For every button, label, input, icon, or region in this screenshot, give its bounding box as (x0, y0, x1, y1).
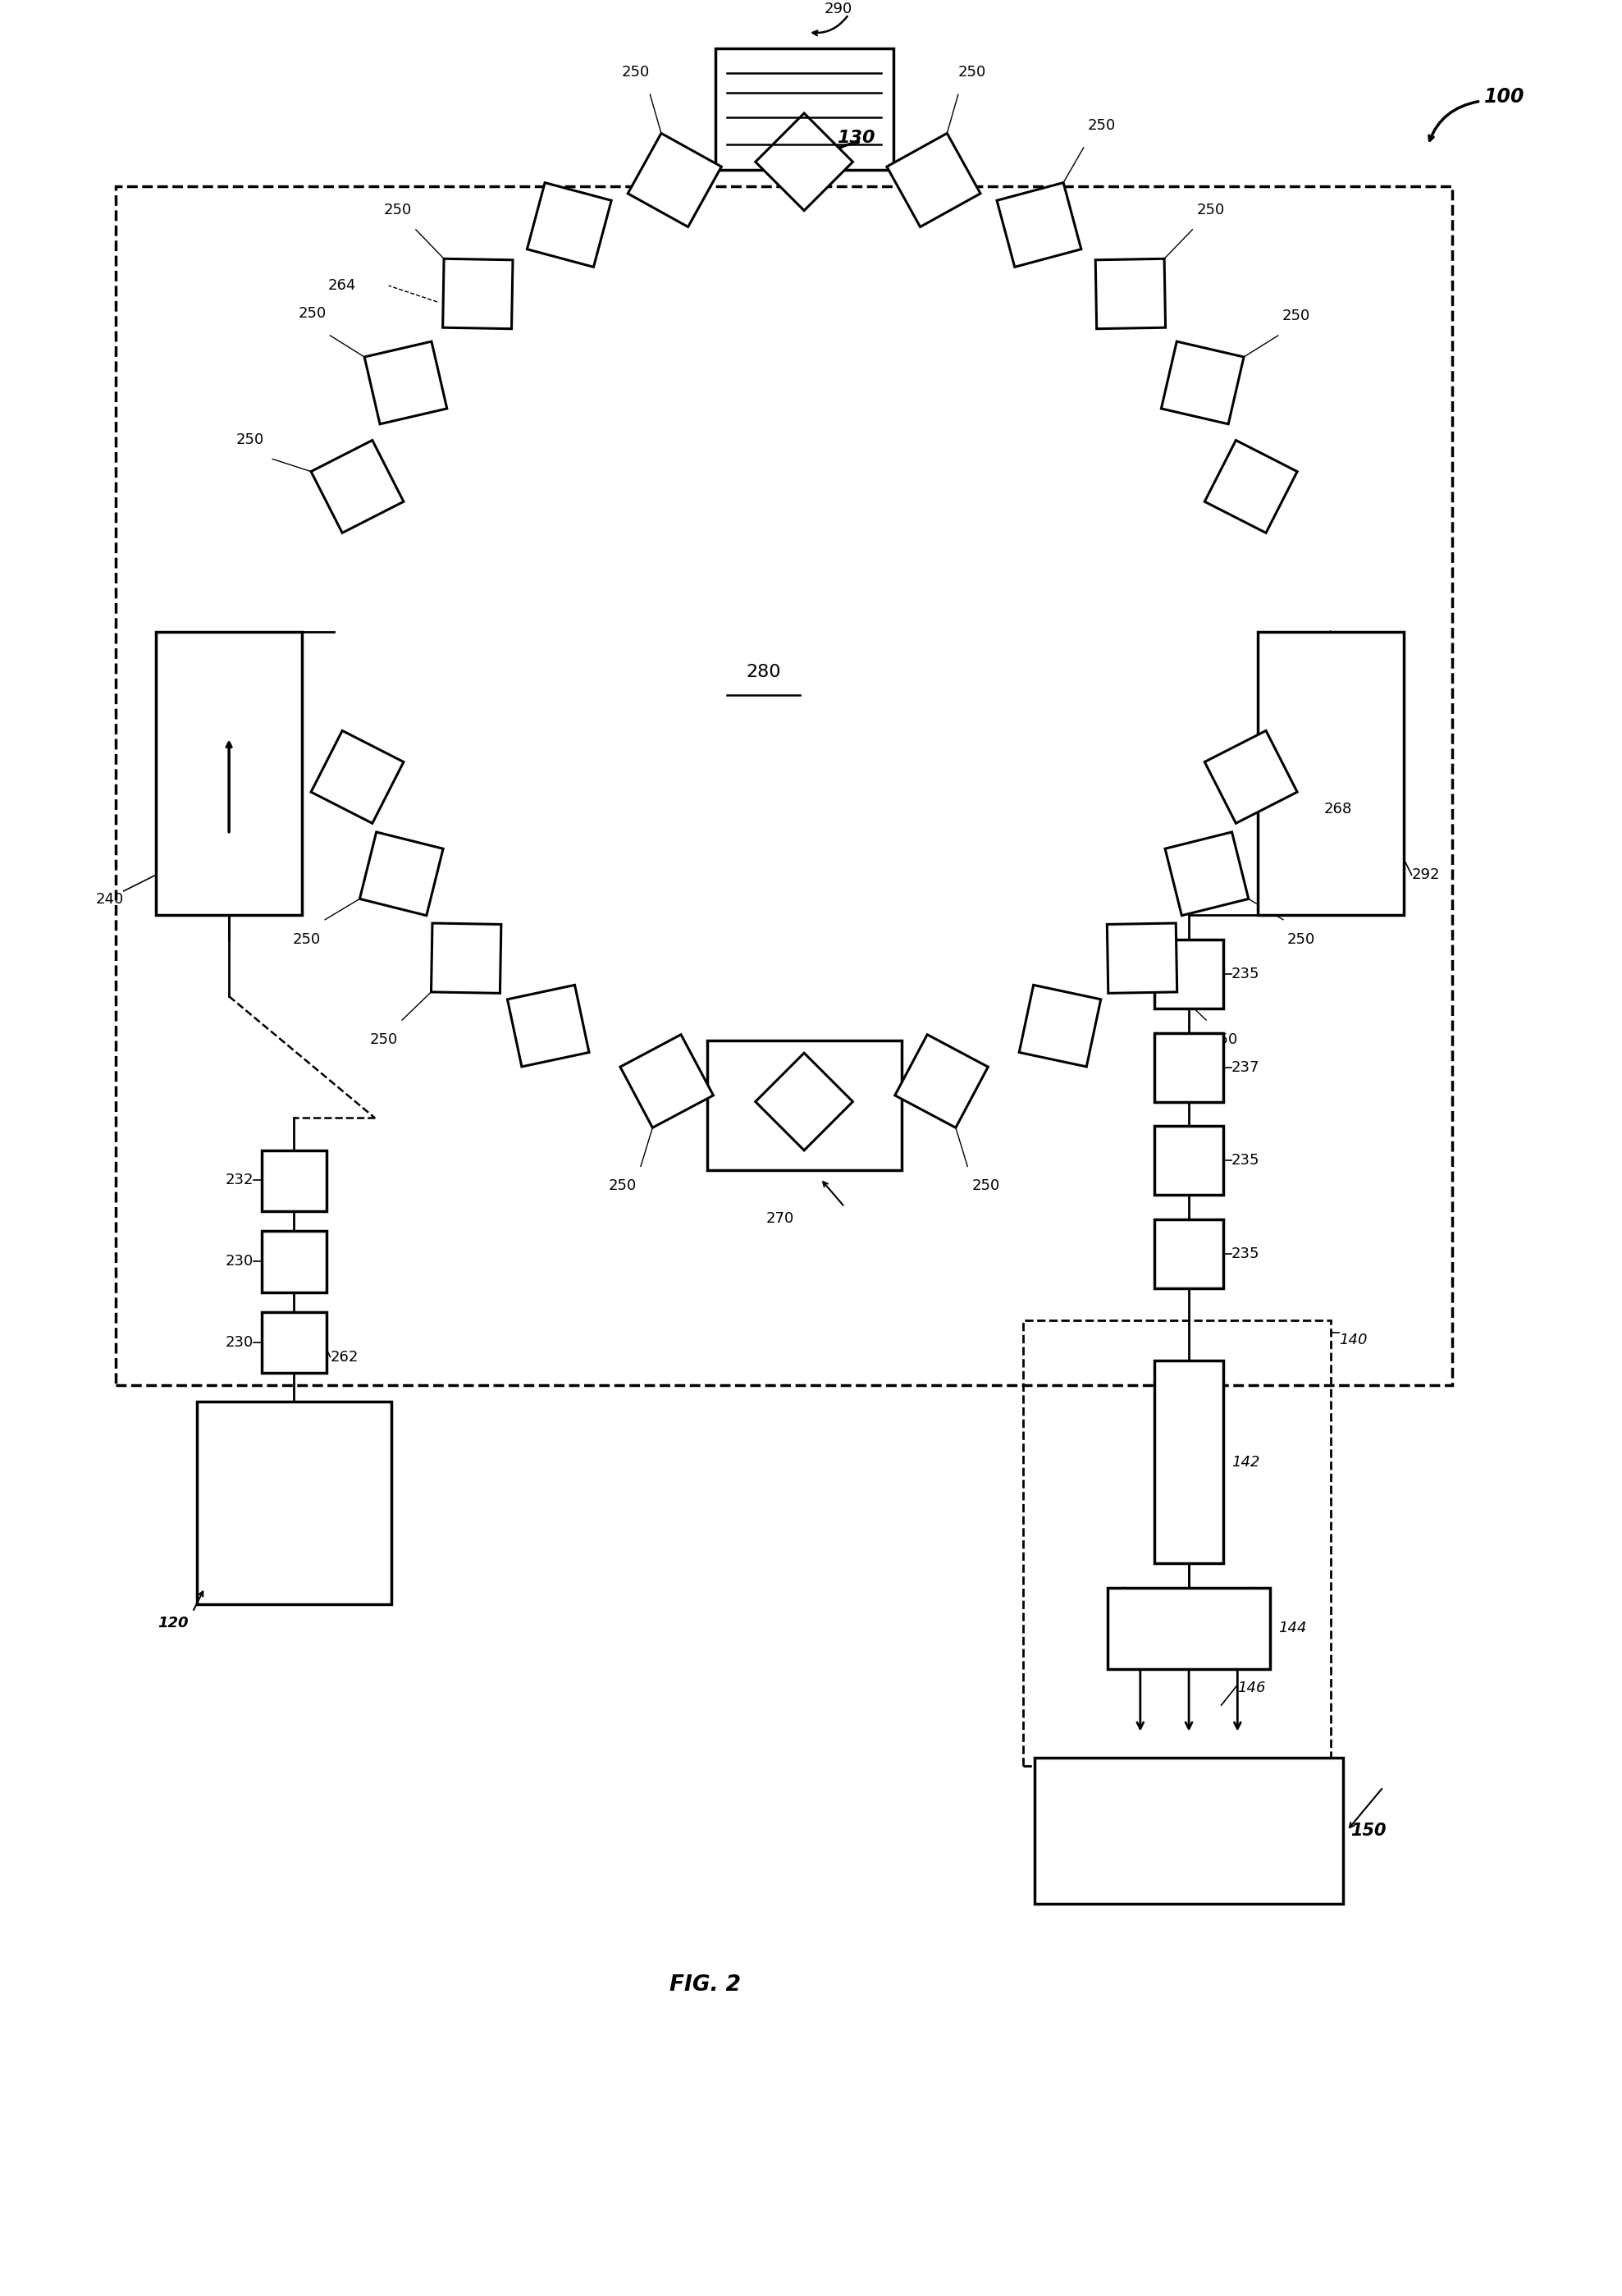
Bar (1205, 730, 1298, 824)
Text: 140: 140 (1338, 1332, 1367, 1348)
Text: 230: 230 (225, 1254, 253, 1270)
Text: 250: 250 (608, 1178, 637, 1194)
Bar (1155, 1033, 1223, 1102)
Text: 262: 262 (331, 1350, 358, 1364)
Bar (628, 133, 722, 227)
Bar (1108, 1589, 1270, 1669)
Text: 250: 250 (959, 64, 986, 80)
Bar (156, 631, 302, 916)
Text: 250: 250 (294, 932, 321, 946)
Text: 290: 290 (824, 2, 853, 16)
Text: 250: 250 (237, 432, 264, 448)
Bar (756, 113, 853, 211)
Bar (360, 831, 443, 916)
Text: 250: 250 (370, 1033, 397, 1047)
Text: 250: 250 (1197, 202, 1225, 218)
Text: 292: 292 (1411, 868, 1440, 882)
Text: 250: 250 (972, 1178, 999, 1194)
Text: 146: 146 (1238, 1681, 1265, 1697)
Text: 235: 235 (1231, 1247, 1260, 1261)
Bar (365, 342, 448, 425)
Text: 250: 250 (1210, 1033, 1238, 1047)
Bar (1165, 831, 1249, 916)
Bar (715, 48, 894, 170)
Bar (1155, 1362, 1223, 1564)
Text: FIG. 2: FIG. 2 (670, 1975, 741, 1995)
Bar (431, 923, 501, 994)
Text: 250: 250 (1288, 932, 1315, 946)
Bar (527, 184, 611, 266)
Text: 250: 250 (298, 305, 326, 321)
Bar (1108, 923, 1178, 994)
Bar (756, 1054, 853, 1150)
Text: 268: 268 (1324, 801, 1351, 817)
Bar (311, 730, 404, 824)
Text: 235: 235 (1231, 1153, 1260, 1169)
Bar (895, 1035, 988, 1127)
Text: 230: 230 (225, 1334, 253, 1350)
Text: 142: 142 (1231, 1456, 1260, 1469)
Bar (261, 1231, 326, 1293)
Bar (1161, 342, 1244, 425)
Bar (196, 1401, 391, 1605)
Bar (261, 1150, 326, 1210)
Text: 100: 100 (1484, 87, 1525, 108)
Text: 130: 130 (837, 129, 874, 145)
Text: 250: 250 (1088, 119, 1116, 133)
Bar (443, 259, 513, 328)
Text: 235: 235 (1231, 967, 1260, 980)
Text: 237: 237 (1231, 1061, 1260, 1075)
Bar (1155, 1125, 1223, 1194)
Text: 150: 150 (1351, 1823, 1387, 1839)
Text: 250: 250 (384, 202, 412, 218)
Text: 270: 270 (766, 1210, 793, 1226)
Bar (311, 441, 404, 533)
Text: 232: 232 (225, 1173, 253, 1187)
Bar (1257, 631, 1403, 916)
Bar (1205, 441, 1298, 533)
Text: 144: 144 (1278, 1621, 1306, 1635)
Text: 120: 120 (157, 1616, 188, 1630)
Text: 264: 264 (328, 278, 357, 294)
Bar (998, 184, 1082, 266)
Bar (707, 1040, 902, 1171)
Bar (887, 133, 980, 227)
Bar (1095, 259, 1166, 328)
Bar (620, 1035, 714, 1127)
Bar (508, 985, 589, 1068)
Bar (1019, 985, 1101, 1068)
Bar (1023, 1320, 1330, 1766)
Text: 250: 250 (1281, 308, 1311, 324)
Bar (1155, 1219, 1223, 1288)
Text: 250: 250 (621, 64, 650, 80)
Text: 240: 240 (96, 891, 123, 907)
Bar (1035, 1759, 1343, 1903)
Text: 280: 280 (746, 664, 782, 680)
Bar (261, 1313, 326, 1373)
Bar (1155, 939, 1223, 1008)
Bar (115, 186, 1452, 1384)
